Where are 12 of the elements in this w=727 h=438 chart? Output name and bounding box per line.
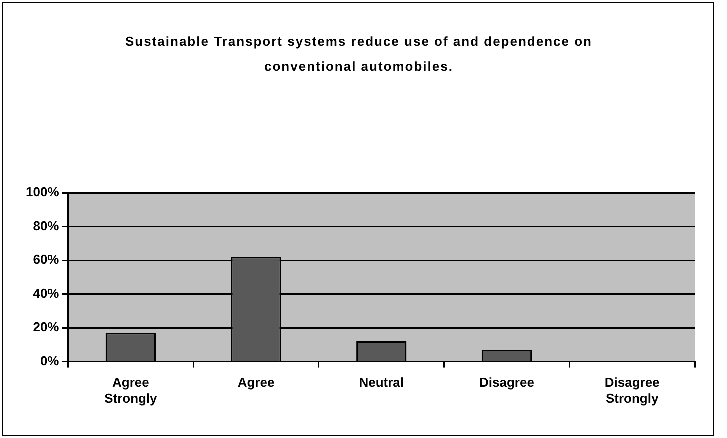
- y-tick-label: 60%: [33, 252, 60, 268]
- y-tick-label: 80%: [33, 218, 60, 234]
- x-tick-label: Disagree: [480, 375, 534, 390]
- y-tick-label: 20%: [33, 320, 60, 335]
- chart-title: Sustainable Transport systems reduce use of and dependence on conventional automobiles.: [124, 33, 594, 76]
- y-tick-label: 100%: [26, 184, 60, 200]
- y-tick-label: 0%: [40, 353, 60, 368]
- x-tick-label: Disagree Strongly: [604, 375, 660, 406]
- x-tick-label: Neutral: [359, 375, 404, 390]
- x-tick-label: Agree: [238, 375, 275, 390]
- x-tick-label: Agree Strongly: [104, 375, 158, 406]
- y-tick-label: 40%: [33, 286, 60, 301]
